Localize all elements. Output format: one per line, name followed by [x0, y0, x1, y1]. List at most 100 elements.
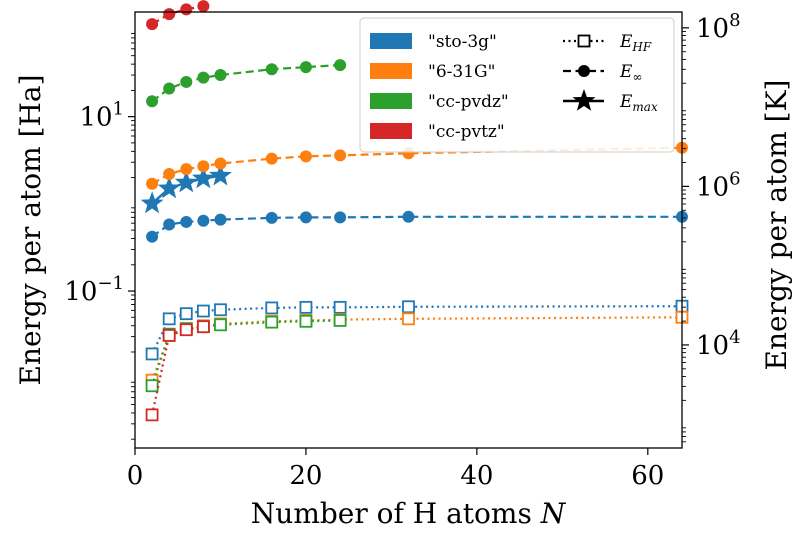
point-cc-pvtz-ehf: [145, 408, 159, 422]
y-right-tick-label: 104: [696, 327, 741, 361]
point-cc-pvdz-einf: [214, 69, 227, 82]
legend-subscript: max: [632, 100, 658, 114]
x-tick-label: 60: [631, 461, 664, 491]
point-cc-pvtz-ehf: [179, 323, 193, 337]
tick-exponent: 6: [729, 168, 740, 189]
point-6-31g-einf: [334, 149, 347, 162]
legend-swatch: [370, 93, 412, 109]
point-cc-pvdz-ehf: [265, 315, 279, 329]
point-sto-3g-ehf: [333, 300, 347, 314]
series-line-sto-3g-ehf: [151, 305, 683, 355]
point-cc-pvtz-einf: [146, 18, 159, 31]
y-right-tick-label: 106: [696, 168, 741, 202]
point-sto-3g-einf: [265, 211, 278, 224]
point-cc-pvdz-ehf: [214, 318, 227, 332]
legend-ehf-marker: [577, 34, 591, 48]
point-6-31g-einf: [214, 157, 227, 170]
point-6-31g-ehf: [402, 312, 415, 326]
point-sto-3g-ehf: [299, 300, 313, 314]
legend-swatch: [370, 33, 412, 49]
legend-basis-label: "6-31G": [428, 62, 495, 82]
point-cc-pvdz-einf: [334, 59, 347, 72]
legend-subscript: HF: [631, 40, 651, 54]
point-cc-pvdz-einf: [163, 82, 176, 95]
point-sto-3g-ehf: [402, 300, 415, 314]
point-sto-3g-einf: [299, 211, 312, 224]
y-right-tick-label: 108: [696, 10, 741, 44]
point-sto-3g-ehf: [162, 312, 176, 326]
legend-style-label: E∞: [619, 62, 642, 84]
point-sto-3g-ehf: [214, 303, 227, 317]
point-sto-3g-einf: [402, 210, 415, 223]
legend-subscript: ∞: [632, 70, 642, 84]
point-sto-3g-einf: [163, 218, 176, 231]
tick-exponent: 8: [729, 10, 740, 31]
tick-base: 10: [696, 14, 729, 44]
y-axis-left-title: Energy per atom [Ha]: [14, 74, 47, 385]
point-sto-3g-ehf: [196, 304, 210, 318]
point-sto-3g-ehf: [265, 301, 279, 315]
legend-symbol: E: [619, 92, 633, 112]
x-tick-label: 20: [289, 461, 322, 491]
point-cc-pvtz-einf: [180, 3, 193, 16]
y-axis-right-title: Energy per atom [K]: [760, 80, 793, 371]
point-6-31g-einf: [146, 177, 159, 190]
point-6-31g-einf: [299, 150, 312, 163]
tick-base: 10: [696, 331, 729, 361]
x-axis-title-text: Number of H atoms: [251, 497, 541, 530]
series-layer: [140, 0, 689, 422]
point-cc-pvtz-einf: [197, 0, 210, 13]
point-cc-pvtz-einf: [163, 8, 176, 21]
point-sto-3g-einf: [180, 215, 193, 228]
legend-swatch: [370, 63, 412, 79]
legend-emax-marker: [572, 89, 596, 111]
y-left-tick-label: 10−1: [64, 273, 124, 307]
legend-symbol: E: [619, 62, 633, 82]
tick-base: 10: [79, 103, 112, 133]
legend-einf-marker: [578, 65, 590, 77]
legend-style-label: EHF: [619, 32, 652, 54]
series-line-6-31g-einf: [151, 146, 683, 185]
point-sto-3g-emax: [209, 163, 232, 186]
point-cc-pvdz-ehf: [333, 314, 347, 327]
point-sto-3g-ehf: [145, 347, 159, 361]
legend: "sto-3g""6-31G""cc-pvdz""cc-pvtz"EHFE∞Em…: [359, 17, 675, 153]
tick-exponent: −1: [97, 273, 124, 294]
point-cc-pvtz-ehf: [162, 328, 176, 342]
x-tick-label: 40: [460, 461, 493, 491]
x-axis-title: Number of H atoms N: [251, 497, 567, 530]
point-6-31g-einf: [163, 167, 176, 180]
point-cc-pvdz-einf: [197, 71, 210, 84]
point-cc-pvdz-ehf: [145, 379, 159, 393]
point-sto-3g-ehf: [179, 307, 193, 321]
tick-base: 10: [64, 277, 97, 307]
point-sto-3g-emax: [140, 191, 164, 214]
series-line-sto-3g-einf: [151, 215, 682, 238]
legend-basis-label: "cc-pvdz": [428, 92, 509, 112]
point-sto-3g-einf: [334, 211, 347, 224]
point-cc-pvdz-einf: [299, 61, 312, 74]
y-left-tick-label: 101: [79, 99, 124, 133]
legend-basis-label: "sto-3g": [428, 32, 497, 52]
point-6-31g-einf: [265, 152, 278, 165]
legend-swatch: [370, 123, 412, 139]
point-sto-3g-emax: [157, 176, 181, 199]
point-cc-pvtz-ehf: [196, 320, 210, 334]
x-axis-title-var: N: [540, 497, 567, 530]
tick-base: 10: [696, 172, 729, 202]
tick-exponent: 1: [113, 99, 124, 120]
point-cc-pvdz-ehf: [299, 314, 313, 328]
point-sto-3g-emax: [174, 170, 198, 193]
tick-exponent: 4: [729, 327, 740, 348]
x-tick-label: 0: [127, 461, 144, 491]
point-6-31g-einf: [180, 163, 193, 176]
point-cc-pvdz-einf: [265, 63, 278, 76]
point-sto-3g-einf: [146, 230, 159, 243]
legend-style-label: Emax: [619, 92, 658, 114]
point-6-31g-einf: [197, 160, 210, 173]
legend-box: [359, 17, 675, 153]
point-cc-pvdz-einf: [180, 75, 193, 88]
point-sto-3g-einf: [197, 214, 210, 227]
